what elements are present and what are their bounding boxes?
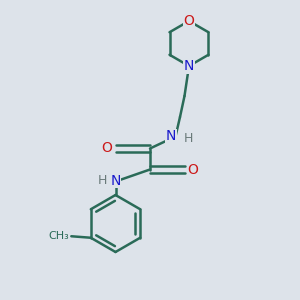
Text: H: H	[183, 131, 193, 145]
Text: N: N	[166, 130, 176, 143]
Text: O: O	[102, 142, 112, 155]
Text: CH₃: CH₃	[48, 231, 69, 241]
Text: O: O	[188, 163, 198, 176]
Text: N: N	[110, 174, 121, 188]
Text: O: O	[184, 14, 194, 28]
Text: N: N	[184, 59, 194, 73]
Text: H: H	[98, 174, 108, 187]
